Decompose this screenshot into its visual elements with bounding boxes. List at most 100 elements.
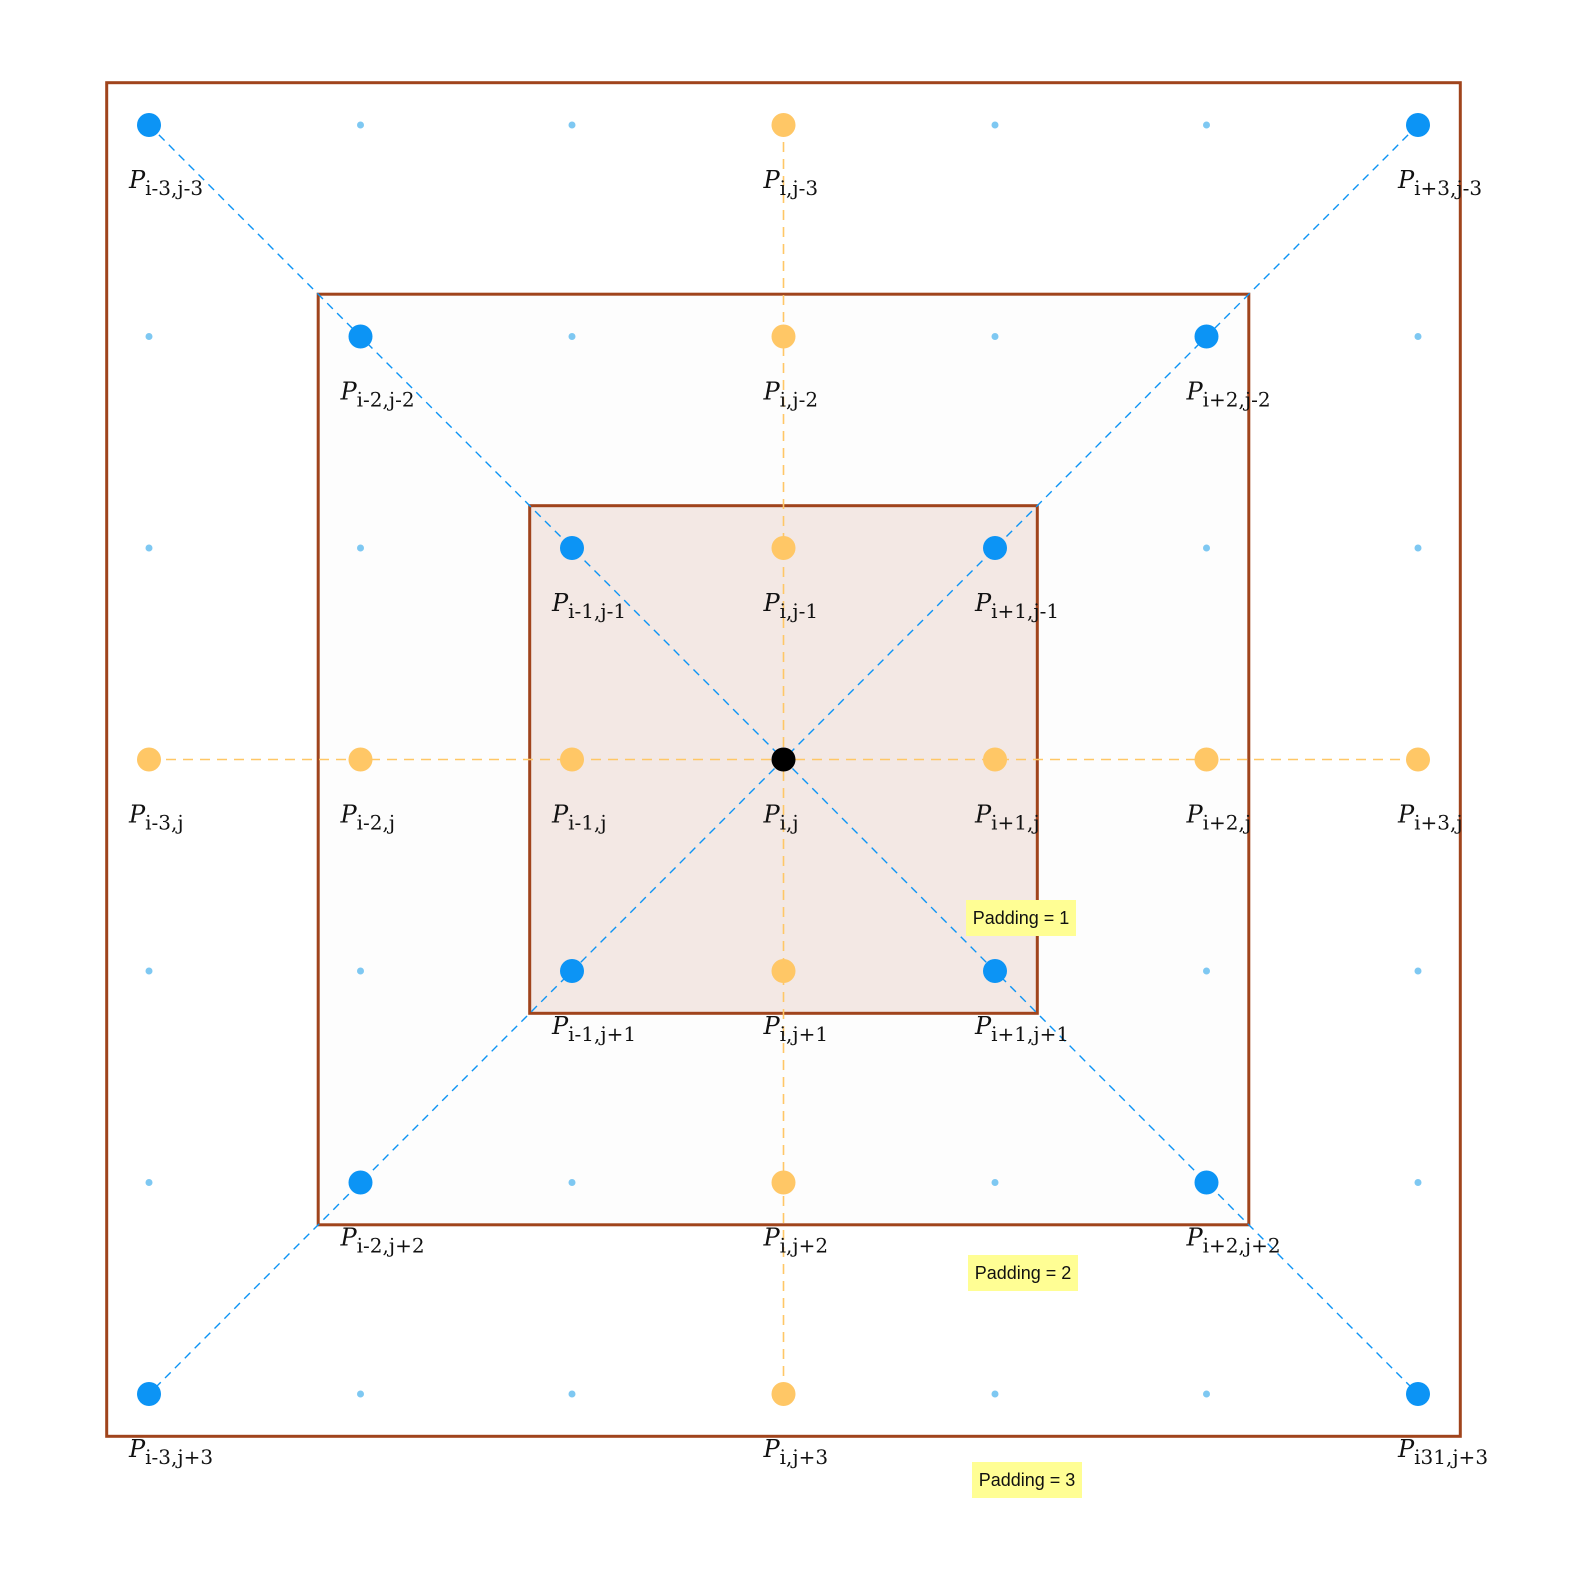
label-subscript: i+1,j-1 bbox=[991, 599, 1059, 623]
label-letter: P bbox=[763, 378, 781, 406]
padding-tag-background bbox=[972, 1462, 1082, 1498]
padding-tag-background bbox=[968, 1255, 1078, 1291]
label-subscript: i-1,j bbox=[568, 811, 606, 835]
label-letter: P bbox=[1397, 801, 1415, 829]
axis-point bbox=[771, 1170, 796, 1195]
minor-point bbox=[357, 1390, 364, 1398]
label-subscript: i,j-3 bbox=[780, 176, 818, 200]
label-subscript: i+3,j-3 bbox=[1414, 176, 1482, 200]
minor-point bbox=[145, 333, 153, 340]
padding-tag-1: Padding = 1 bbox=[966, 900, 1076, 936]
padding-tag-3: Padding = 3 bbox=[972, 1462, 1082, 1498]
point-label: Pi+1,j bbox=[974, 801, 1040, 835]
center-point bbox=[771, 747, 796, 772]
minor-point bbox=[145, 967, 153, 975]
diagonal-point bbox=[1406, 1382, 1430, 1406]
minor-point bbox=[357, 967, 364, 975]
minor-point bbox=[991, 1179, 999, 1186]
diagonal-point bbox=[348, 324, 373, 349]
padding-tags: Padding = 1 Padding = 2 Padding = 3 bbox=[966, 900, 1082, 1498]
minor-point bbox=[568, 333, 576, 340]
diagonal-point bbox=[1194, 1170, 1219, 1195]
minor-point bbox=[1203, 1390, 1210, 1398]
minor-point bbox=[1414, 333, 1422, 340]
label-letter: P bbox=[763, 1224, 781, 1252]
label-letter: P bbox=[340, 1224, 358, 1252]
label-subscript: i,j+1 bbox=[780, 1022, 828, 1046]
label-subscript: i-1,j-1 bbox=[568, 599, 626, 623]
point-label: Pi,j-2 bbox=[763, 378, 819, 412]
point-label: Pi+2,j+2 bbox=[1186, 1224, 1281, 1258]
label-letter: P bbox=[551, 1012, 569, 1040]
padding-tag-text: Padding = 3 bbox=[979, 1470, 1076, 1490]
axis-point bbox=[560, 747, 584, 772]
point-label: Pi,j-1 bbox=[763, 589, 819, 623]
label-letter: P bbox=[551, 589, 569, 617]
label-subscript: i+1,j+1 bbox=[991, 1022, 1069, 1046]
minor-point bbox=[1203, 544, 1210, 552]
label-letter: P bbox=[763, 801, 781, 829]
axis-point bbox=[771, 324, 796, 349]
label-subscript: i+1,j bbox=[991, 811, 1039, 835]
label-subscript: i+2,j+2 bbox=[1203, 1234, 1281, 1258]
label-letter: P bbox=[763, 1435, 781, 1463]
point-label: Pi-3,j+3 bbox=[128, 1435, 213, 1469]
label-letter: P bbox=[128, 801, 146, 829]
label-subscript: i-3,j-3 bbox=[145, 176, 203, 200]
label-letter: P bbox=[763, 1012, 781, 1040]
point-label: Pi-3,j bbox=[128, 801, 184, 835]
minor-point bbox=[568, 1390, 576, 1398]
minor-point bbox=[991, 121, 999, 129]
label-subscript: i-2,j+2 bbox=[357, 1234, 425, 1258]
label-subscript: i-3,j bbox=[145, 811, 183, 835]
point-label: Pi+2,j-2 bbox=[1186, 378, 1271, 412]
label-letter: P bbox=[128, 1435, 146, 1463]
label-letter: P bbox=[974, 801, 992, 829]
label-letter: P bbox=[1397, 1435, 1415, 1463]
label-subscript: i+3,j bbox=[1414, 811, 1462, 835]
label-letter: P bbox=[551, 801, 569, 829]
label-subscript: i+2,j bbox=[1203, 811, 1251, 835]
label-subscript: i+2,j-2 bbox=[1203, 388, 1271, 412]
point-label: Pi31,j+3 bbox=[1397, 1435, 1488, 1469]
label-letter: P bbox=[763, 589, 781, 617]
minor-point bbox=[1203, 967, 1210, 975]
diagonal-point bbox=[348, 1170, 373, 1195]
minor-point bbox=[357, 121, 364, 129]
point-label: Pi-2,j+2 bbox=[340, 1224, 425, 1258]
padding-tag-text: Padding = 2 bbox=[975, 1263, 1072, 1283]
minor-point bbox=[568, 121, 576, 129]
point-label: Pi-1,j-1 bbox=[551, 589, 626, 623]
minor-point bbox=[991, 333, 999, 340]
minor-point bbox=[1414, 967, 1422, 975]
minor-point bbox=[1203, 121, 1210, 129]
axis-point bbox=[1194, 747, 1219, 772]
axis-point bbox=[771, 536, 796, 560]
point-label: Pi,j-3 bbox=[763, 166, 819, 200]
label-letter: P bbox=[340, 801, 358, 829]
point-label: Pi+2,j bbox=[1186, 801, 1252, 835]
diagonal-point bbox=[983, 536, 1007, 560]
minor-point bbox=[991, 1390, 999, 1398]
padding-tag-background bbox=[966, 900, 1076, 936]
diagonal-point bbox=[983, 959, 1007, 983]
label-letter: P bbox=[974, 1012, 992, 1040]
point-label: Pi-3,j-3 bbox=[128, 166, 203, 200]
label-subscript: i-1,j+1 bbox=[568, 1022, 636, 1046]
diagonal-point bbox=[560, 959, 584, 983]
label-subscript: i-2,j bbox=[357, 811, 395, 835]
grid-points bbox=[137, 113, 1430, 1406]
label-letter: P bbox=[1186, 1224, 1204, 1252]
diagonal-point bbox=[1406, 113, 1430, 137]
axis-point bbox=[771, 1382, 796, 1406]
minor-point bbox=[1414, 1179, 1422, 1186]
label-letter: P bbox=[1186, 801, 1204, 829]
diagonal-point bbox=[137, 1382, 161, 1406]
point-label: Pi-1,j bbox=[551, 801, 607, 835]
diagonal-point bbox=[137, 113, 161, 137]
diagonal-point bbox=[560, 536, 584, 560]
point-label: Pi,j bbox=[763, 801, 799, 835]
label-subscript: i,j bbox=[780, 811, 799, 835]
label-subscript: i,j-2 bbox=[780, 388, 818, 412]
label-letter: P bbox=[763, 166, 781, 194]
